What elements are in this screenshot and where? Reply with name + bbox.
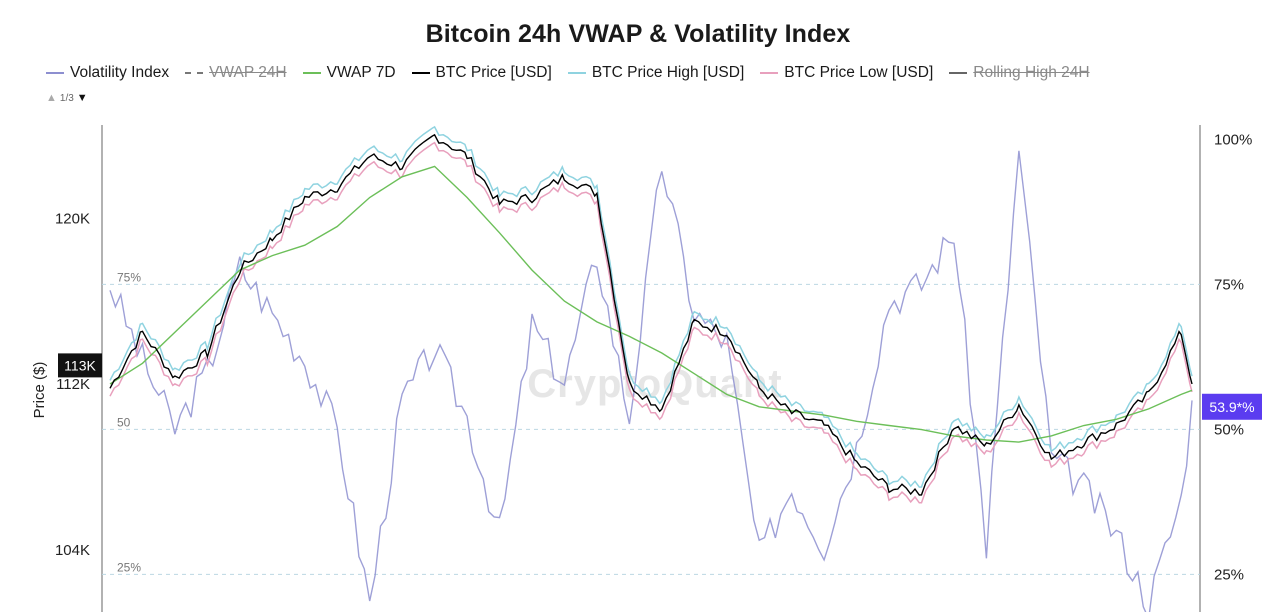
legend-label: BTC Price [USD] xyxy=(435,64,552,81)
series-vwap-7d xyxy=(109,165,1193,443)
legend-pager: ▲ 1/3 ▼ xyxy=(46,92,88,104)
legend-label: Rolling High 24H xyxy=(973,64,1090,81)
legend-swatch xyxy=(949,72,968,74)
legend-label: BTC Price High [USD] xyxy=(591,64,745,81)
right-tick-label: 50% xyxy=(1214,421,1244,438)
series-volatility-index xyxy=(109,150,1193,612)
legend-item-btc-price[interactable]: BTC Price [USD] xyxy=(411,64,552,82)
legend-item-volatility-index[interactable]: Volatility Index xyxy=(46,64,169,82)
legend-item-vwap-24h[interactable]: VWAP 24H xyxy=(185,64,287,82)
current-volatility-badge xyxy=(1202,393,1262,420)
inner-tick-label: 75% xyxy=(117,270,141,284)
left-tick-label: 112K xyxy=(56,376,90,393)
left-tick-label: 104K xyxy=(55,542,90,559)
current-price-label: 113K xyxy=(64,357,96,373)
right-tick-label: 25% xyxy=(1214,566,1244,583)
legend-label: VWAP 24H xyxy=(209,64,287,81)
watermark: CryptoQuant xyxy=(527,362,782,406)
series-btc-price xyxy=(109,133,1193,496)
legend-swatch xyxy=(185,72,204,74)
pager-down-icon[interactable]: ▼ xyxy=(76,92,88,104)
y-axis-title: Price ($) xyxy=(31,362,48,419)
current-price-badge xyxy=(58,353,102,378)
pager-text: 1/3 xyxy=(59,92,74,104)
legend-label: Volatility Index xyxy=(70,64,170,81)
legend-item-rolling-high-24h[interactable]: Rolling High 24H xyxy=(949,64,1090,82)
legend-label: BTC Price Low [USD] xyxy=(784,64,934,81)
series-btc-price-high xyxy=(109,125,1193,488)
right-tick-label: 100% xyxy=(1214,131,1252,148)
legend: Volatility Index VWAP 24H VWAP 7D BTC Pr… xyxy=(46,62,1106,84)
legend-item-vwap-7d[interactable]: VWAP 7D xyxy=(302,64,396,82)
legend-swatch xyxy=(760,72,779,74)
right-tick-label: 75% xyxy=(1214,276,1244,293)
chart-title: Bitcoin 24h VWAP & Volatility Index xyxy=(425,20,851,48)
legend-swatch xyxy=(302,72,321,74)
pager-up-icon[interactable]: ▲ xyxy=(46,92,57,104)
inner-tick-label: 25% xyxy=(117,560,141,574)
current-volatility-label: 53.9*% xyxy=(1209,399,1254,415)
legend-swatch xyxy=(411,72,430,74)
legend-item-btc-price-low[interactable]: BTC Price Low [USD] xyxy=(760,64,933,82)
legend-item-btc-price-high[interactable]: BTC Price High [USD] xyxy=(567,64,745,82)
left-tick-label: 120K xyxy=(55,210,90,227)
legend-swatch xyxy=(46,72,64,74)
series-btc-price-low xyxy=(109,141,1193,504)
inner-tick-label: 50 xyxy=(117,415,131,429)
legend-swatch xyxy=(567,72,586,74)
legend-label: VWAP 7D xyxy=(326,64,396,81)
